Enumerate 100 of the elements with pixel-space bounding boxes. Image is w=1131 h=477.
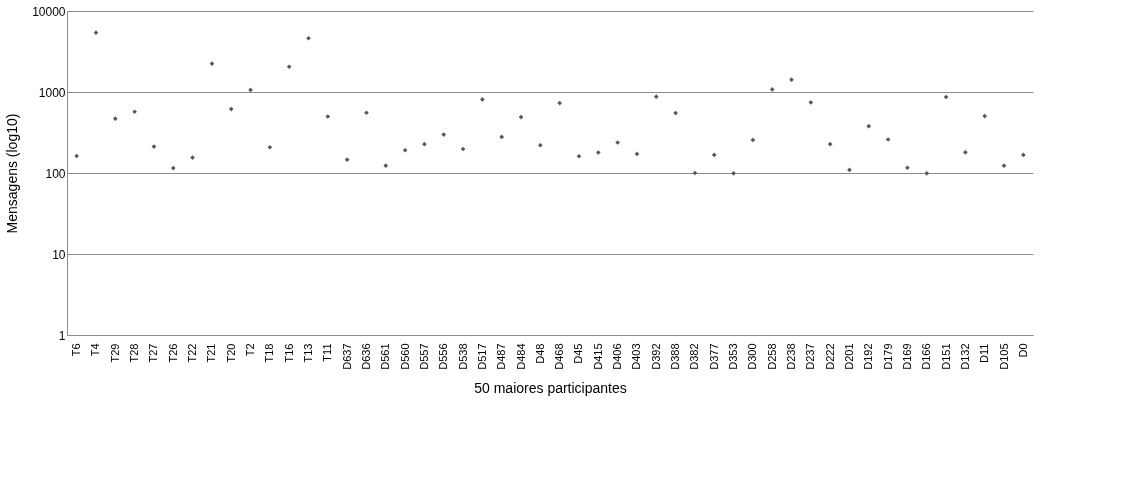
point — [963, 149, 968, 155]
y-tick-label: 10 — [52, 247, 66, 262]
x-tick-label: T16 — [282, 343, 295, 363]
x-tick-label: D238 — [785, 343, 797, 370]
point — [209, 61, 215, 66]
x-tick-label: D0 — [1016, 343, 1029, 358]
x-tick-label: D169 — [900, 343, 913, 370]
point — [170, 165, 176, 171]
x-tick-label: D468 — [553, 343, 566, 370]
point — [344, 157, 350, 163]
point — [190, 155, 195, 160]
x-tick-label: D406 — [611, 343, 624, 370]
x-tick-label: D48 — [533, 343, 546, 364]
x-tick-label: D105 — [997, 343, 1010, 370]
x-tick-label: D403 — [630, 343, 643, 370]
x-tick-label: D151 — [939, 343, 952, 370]
x-tick-label: T4 — [89, 343, 102, 357]
x-tick-label: T20 — [224, 343, 237, 363]
point — [93, 30, 99, 36]
point — [634, 151, 640, 157]
x-tick-label: D636 — [359, 343, 372, 370]
x-tick-label: D132 — [958, 343, 971, 370]
point — [518, 114, 524, 120]
point — [711, 152, 717, 158]
x-tick-label: D377 — [707, 343, 720, 370]
point — [731, 171, 736, 176]
x-tick-label: D382 — [688, 343, 701, 370]
point — [943, 94, 949, 100]
x-tick-label: D415 — [591, 343, 604, 370]
x-tick-label: D237 — [804, 343, 817, 370]
point — [924, 171, 930, 176]
point — [808, 100, 814, 105]
point — [267, 144, 273, 150]
point — [499, 134, 505, 140]
x-tick-label: T22 — [186, 343, 199, 363]
point — [866, 123, 872, 129]
x-tick-label: D201 — [842, 343, 855, 370]
x-tick-label: D517 — [475, 343, 488, 370]
x-tick-label: D560 — [398, 343, 411, 370]
point — [74, 153, 79, 159]
point — [286, 64, 292, 70]
x-tick-label: D388 — [669, 343, 682, 370]
x-tick-label: T13 — [302, 343, 314, 363]
point — [692, 170, 698, 176]
x-tick-label: D258 — [765, 343, 778, 370]
point — [480, 97, 485, 102]
x-tick-label: D392 — [649, 343, 662, 370]
point — [402, 147, 408, 153]
x-tick-label: D484 — [514, 343, 527, 370]
x-tick-label: D637 — [340, 343, 353, 370]
x-tick-label: D300 — [746, 343, 759, 370]
x-tick-label: D556 — [437, 343, 450, 370]
y-tick-label: 1 — [58, 328, 66, 343]
y-axis-title: Mensagens (log10) — [4, 113, 21, 234]
point — [112, 116, 118, 122]
x-tick-label: T26 — [166, 343, 179, 363]
x-tick-label: T6 — [70, 343, 83, 357]
point — [1001, 163, 1007, 169]
point — [1021, 152, 1026, 158]
x-tick-label: D557 — [417, 343, 430, 370]
point — [306, 35, 311, 41]
point — [383, 163, 389, 169]
x-tick-label: D222 — [823, 343, 836, 370]
y-tick-label: 100 — [45, 166, 66, 181]
y-tick-label: 10000 — [32, 4, 66, 19]
x-tick-label: T21 — [205, 343, 218, 363]
x-tick-label: D538 — [456, 343, 469, 370]
x-tick-label: D166 — [920, 343, 933, 370]
x-tick-label: D561 — [379, 343, 392, 370]
point — [982, 113, 988, 119]
point — [827, 141, 833, 147]
x-tick-label: T2 — [244, 343, 257, 357]
point — [441, 132, 447, 137]
point — [653, 94, 659, 100]
point — [537, 142, 543, 148]
x-tick-label: D353 — [727, 343, 740, 370]
point — [228, 106, 234, 112]
point — [789, 77, 794, 83]
x-tick-label: T29 — [108, 343, 121, 363]
point — [325, 114, 331, 119]
point — [132, 109, 137, 115]
x-tick-label: T18 — [263, 343, 276, 363]
y-tick-label: 1000 — [38, 85, 66, 100]
x-tick-label: T27 — [147, 343, 160, 363]
point — [422, 141, 427, 147]
x-tick-label: D11 — [978, 343, 991, 363]
x-tick-label: D179 — [881, 343, 894, 370]
point — [615, 140, 620, 145]
x-tick-label: D487 — [495, 343, 508, 370]
x-tick-label: T28 — [128, 343, 141, 363]
point — [905, 165, 910, 171]
point — [576, 153, 582, 159]
point — [595, 150, 601, 155]
point — [557, 100, 563, 106]
point — [750, 137, 756, 143]
point — [460, 146, 466, 152]
x-tick-label: D192 — [862, 343, 875, 370]
x-axis-title: 50 maiores participantes — [474, 379, 627, 396]
point — [364, 110, 369, 116]
x-tick-label: T11 — [321, 343, 334, 362]
